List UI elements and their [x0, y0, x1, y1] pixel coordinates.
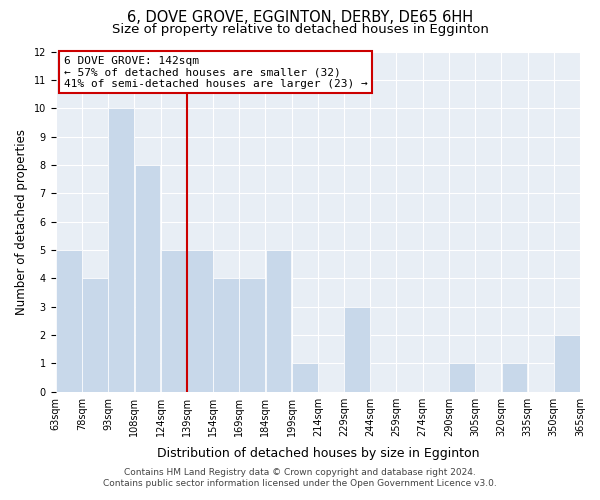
Bar — [161, 250, 187, 392]
Text: 6, DOVE GROVE, EGGINTON, DERBY, DE65 6HH: 6, DOVE GROVE, EGGINTON, DERBY, DE65 6HH — [127, 10, 473, 25]
Bar — [239, 278, 265, 392]
Bar — [449, 364, 475, 392]
Bar — [134, 165, 160, 392]
Bar — [554, 335, 580, 392]
Bar — [56, 250, 82, 392]
Bar — [109, 108, 134, 392]
Text: Contains HM Land Registry data © Crown copyright and database right 2024.
Contai: Contains HM Land Registry data © Crown c… — [103, 468, 497, 487]
Bar — [82, 278, 108, 392]
Text: Size of property relative to detached houses in Egginton: Size of property relative to detached ho… — [112, 22, 488, 36]
Y-axis label: Number of detached properties: Number of detached properties — [15, 128, 28, 314]
Text: 6 DOVE GROVE: 142sqm
← 57% of detached houses are smaller (32)
41% of semi-detac: 6 DOVE GROVE: 142sqm ← 57% of detached h… — [64, 56, 367, 89]
Bar — [502, 364, 527, 392]
Bar — [266, 250, 292, 392]
Bar — [213, 278, 239, 392]
Bar — [187, 250, 212, 392]
Bar — [292, 364, 317, 392]
X-axis label: Distribution of detached houses by size in Egginton: Distribution of detached houses by size … — [157, 447, 479, 460]
Bar — [344, 306, 370, 392]
